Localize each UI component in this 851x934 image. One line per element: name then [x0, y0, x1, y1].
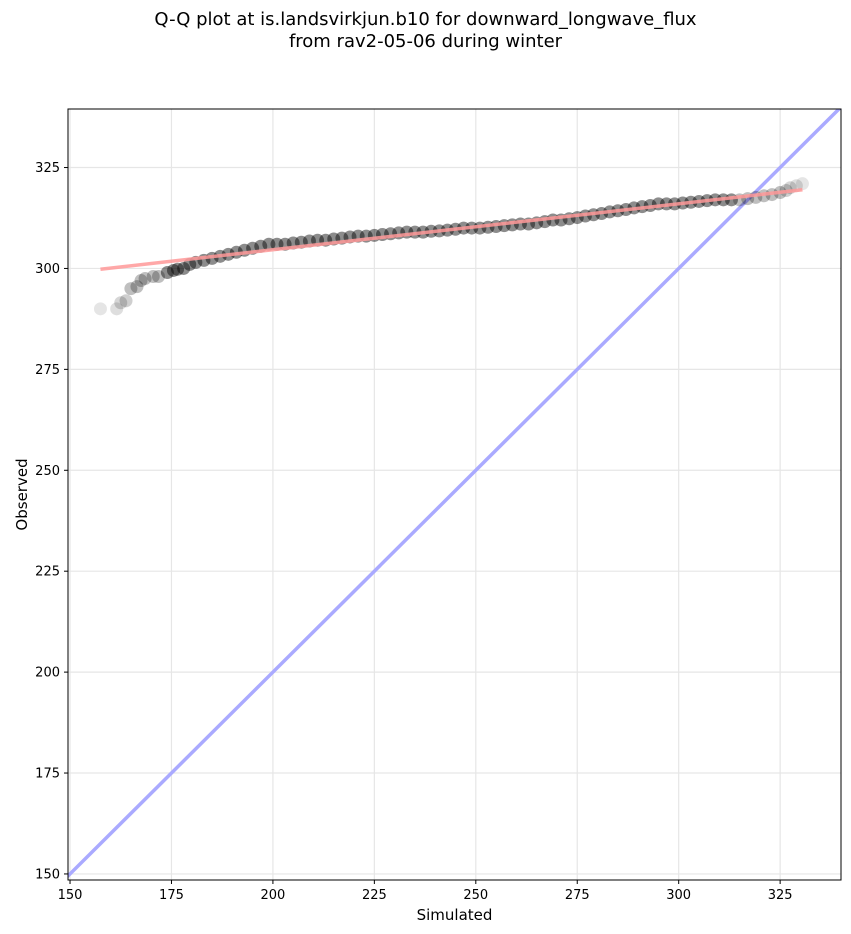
- x-tick-label: 300: [666, 888, 691, 903]
- quantile-point: [160, 265, 174, 279]
- quantile-point: [151, 270, 165, 284]
- chart-title-line-2: from rav2-05-06 during winter: [288, 31, 563, 52]
- grid-lines: [68, 109, 841, 880]
- x-tick-label: 250: [463, 888, 488, 903]
- y-tick-label: 275: [35, 363, 60, 378]
- quantile-point: [146, 270, 160, 284]
- quantile-point: [134, 274, 148, 288]
- x-tick-label: 175: [159, 888, 184, 903]
- quantile-point: [171, 262, 185, 276]
- quantile-point: [119, 294, 133, 308]
- y-tick-label: 325: [35, 161, 60, 176]
- identity-line: [68, 109, 841, 879]
- x-tick-label: 200: [261, 888, 286, 903]
- y-tick-label: 175: [35, 767, 60, 782]
- quantile-point: [177, 261, 191, 275]
- quantile-point: [124, 282, 138, 296]
- chart-title: Q-Q plot at is.landsvirkjun.b10 for down…: [0, 9, 851, 53]
- y-tick-label: 200: [35, 666, 60, 681]
- y-tick-label: 300: [35, 262, 60, 277]
- y-tick-label: 225: [35, 565, 60, 580]
- quantile-point: [93, 302, 107, 316]
- x-tick-label: 325: [768, 888, 793, 903]
- quantile-point: [114, 296, 128, 310]
- quantile-point: [795, 177, 809, 191]
- chart-title-line-1: Q-Q plot at is.landsvirkjun.b10 for down…: [154, 9, 697, 30]
- quantile-point: [262, 237, 276, 251]
- x-tick-label: 225: [362, 888, 387, 903]
- x-tick-label: 150: [58, 888, 83, 903]
- y-axis-label: Observed: [13, 458, 31, 530]
- plot-frame: [67, 108, 842, 881]
- quantile-point: [110, 302, 124, 316]
- axis-ticks: 150 175 200 225 250 275 300 325 150 175 200 225 250 2…: [35, 161, 792, 903]
- y-tick-label: 250: [35, 464, 60, 479]
- fit-line: [100, 187, 803, 271]
- quantile-point: [167, 263, 181, 277]
- x-tick-label: 275: [565, 888, 590, 903]
- x-axis-label: Simulated: [417, 906, 493, 924]
- y-tick-label: 150: [35, 867, 60, 882]
- quantile-point: [130, 280, 144, 294]
- quantile-point: [138, 272, 152, 286]
